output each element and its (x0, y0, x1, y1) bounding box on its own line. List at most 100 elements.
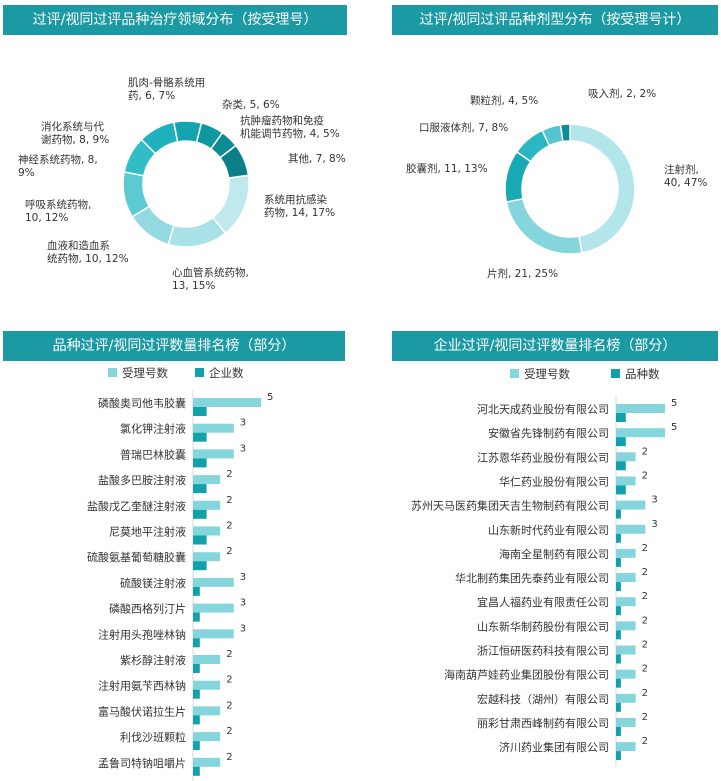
bar-value-label: 3 (240, 598, 246, 609)
bar-accept-count (616, 548, 636, 558)
category-label: 苏州天马医药集团天吉生物制药有限公司 (411, 499, 609, 513)
bar-value-label: 3 (240, 572, 246, 583)
category-label: 普瑞巴林胶囊 (120, 447, 186, 461)
category-label: 磷酸奥司他韦胶囊 (98, 396, 186, 410)
bar-accept-count (193, 552, 221, 562)
bar-secondary-count (616, 654, 621, 664)
donut-slice (569, 123, 636, 254)
bar-value-label: 2 (642, 591, 648, 602)
category-label: 尼莫地平注射液 (109, 525, 186, 539)
bar-value-label: 2 (642, 664, 648, 675)
bar-accept-count (193, 603, 234, 613)
dosage-chart-title: 过评/视同过评品种剂型分布（按受理号计） (392, 5, 718, 35)
dosage-donut: 注射剂, 40, 47% 片剂, 21, 25% 胶囊剂, 11, 13% 口服液体剂,… (406, 87, 707, 280)
bar-value-label: 2 (642, 470, 648, 481)
legend-swatch (195, 368, 204, 377)
bar-secondary-count (616, 485, 626, 495)
bar-secondary-count (193, 432, 207, 442)
bar-value-label: 3 (240, 623, 246, 634)
bar-value-label: 2 (642, 736, 648, 747)
bar-value-label: 3 (240, 443, 246, 454)
bar-secondary-count (193, 586, 200, 596)
bar-accept-count (193, 449, 234, 459)
category-label: 磷酸西格列汀片 (109, 602, 186, 616)
category-label: 紫杉醇注射液 (120, 653, 186, 667)
category-label: 盐酸多巴胺注射液 (98, 473, 186, 487)
bar-secondary-count (616, 437, 626, 447)
bar-secondary-count (616, 606, 621, 616)
donut-slice (505, 197, 583, 255)
slice-label: 杂类, 5, 6% (222, 98, 280, 111)
bar-accept-count (616, 717, 636, 727)
category-label: 华北制药集团先泰药业有限公司 (455, 571, 609, 585)
bar-secondary-count (193, 638, 200, 648)
slice-label: 系统用抗感染药物, 14, 17% (264, 193, 335, 219)
bar-secondary-count (616, 413, 626, 422)
category-label: 富马酸伏诺拉生片 (98, 704, 186, 718)
bar-value-label: 2 (226, 546, 232, 557)
bar-accept-count (616, 573, 636, 583)
bar-value-label: 2 (642, 615, 648, 626)
bar-secondary-count (616, 702, 621, 712)
legend-label: 受理号数 (524, 367, 570, 381)
bar-value-label: 5 (671, 422, 677, 433)
donut-slice (559, 123, 571, 143)
slice-label: 血液和造血系统药物, 10, 12% (47, 239, 129, 265)
category-label: 河北天成药业股份有限公司 (477, 402, 609, 416)
donut-slice (218, 144, 250, 179)
slice-label: 口服液体剂, 7, 8% (419, 121, 508, 134)
bar-accept-count (193, 475, 221, 485)
bar-value-label: 2 (642, 543, 648, 554)
bar-accept-count (193, 680, 221, 690)
bar-value-label: 2 (642, 640, 648, 651)
bar-value-label: 2 (642, 567, 648, 578)
slice-label: 呼吸系统药物, 10, 12% (25, 198, 91, 224)
bar-accept-count (193, 732, 221, 742)
category-label: 利伐沙班颗粒 (120, 730, 186, 744)
bar-secondary-count (616, 509, 621, 519)
bar-secondary-count (193, 689, 200, 699)
bar-value-label: 2 (226, 700, 232, 711)
slice-label: 神经系统药物, 8, 9% (18, 153, 98, 179)
category-label: 硫酸氨基葡萄糖胶囊 (87, 550, 186, 564)
legend-swatch (510, 369, 519, 378)
bar-accept-count (616, 669, 636, 679)
bar-secondary-count (193, 407, 207, 416)
legend-label: 受理号数 (122, 366, 168, 380)
bar-value-label: 2 (642, 446, 648, 457)
slice-label: 胶囊剂, 11, 13% (406, 162, 488, 175)
bar-accept-count (193, 706, 221, 716)
category-label: 盐酸戊乙奎醚注射液 (87, 499, 186, 513)
bar-secondary-count (193, 715, 200, 725)
bar-value-label: 2 (642, 712, 648, 723)
bar-value-label: 2 (226, 675, 232, 686)
bar-accept-count (616, 476, 636, 486)
slice-label: 颗粒剂, 4, 5% (470, 94, 538, 107)
category-label: 氯化钾注射液 (120, 422, 186, 436)
bar-value-label: 2 (226, 521, 232, 532)
category-label: 华仁药业股份有限公司 (499, 474, 609, 488)
bar-value-label: 3 (651, 519, 657, 530)
bar-secondary-count (193, 509, 207, 519)
company-ranking-title: 企业过评/视同过评数量排名榜（部分） (392, 331, 718, 361)
bar-value-label: 2 (226, 752, 232, 763)
bar-secondary-count (616, 557, 621, 567)
bar-value-label: 5 (671, 398, 677, 409)
slice-label: 片剂, 21, 25% (487, 267, 558, 280)
bar-accept-count (193, 577, 234, 587)
bar-accept-count (193, 629, 234, 639)
slice-label: 消化系统与代谢药物, 8, 9% (41, 120, 109, 146)
bar-secondary-count (193, 766, 200, 776)
category-label: 山东新时代药业有限公司 (488, 523, 609, 537)
bar-accept-count (193, 500, 221, 510)
bar-value-label: 3 (651, 495, 657, 506)
bar-accept-count (193, 757, 221, 767)
bar-secondary-count (616, 461, 626, 471)
bar-value-label: 2 (226, 649, 232, 660)
bar-value-label: 5 (267, 392, 273, 403)
bar-value-label: 2 (642, 688, 648, 699)
category-label: 海南葫芦娃药业集团股份有限公司 (444, 668, 609, 682)
category-label: 注射用氨苄西林钠 (98, 679, 186, 693)
category-label: 丽彩甘肃西峰制药有限公司 (477, 716, 609, 730)
